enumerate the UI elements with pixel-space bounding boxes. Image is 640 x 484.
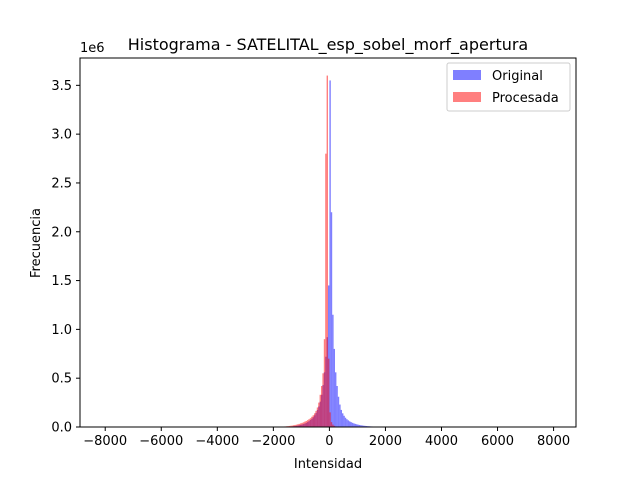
histogram-bar-procesada-39 xyxy=(331,422,332,427)
x-axis-label: Intensidad xyxy=(294,457,362,472)
histogram-bar-original-50 xyxy=(353,423,354,427)
histogram-bar-original-41 xyxy=(341,410,342,427)
histogram-bar-procesada-36 xyxy=(327,76,328,427)
histogram-bar-procesada-28 xyxy=(315,411,316,427)
x-tick-label: −2000 xyxy=(251,434,295,449)
histogram-bar-original-34 xyxy=(331,212,332,427)
histogram-bar-original-43 xyxy=(343,416,344,427)
y-tick-label: 3.5 xyxy=(51,79,72,94)
x-tick-label: 8000 xyxy=(537,434,570,449)
histogram-bar-original-49 xyxy=(352,423,353,427)
histogram-bar-original-33 xyxy=(329,80,330,427)
legend-label-original: Original xyxy=(492,69,543,84)
y-axis-label: Frecuencia xyxy=(29,208,44,278)
histogram-bar-procesada-18 xyxy=(301,423,302,427)
histogram-bar-procesada-22 xyxy=(307,420,308,427)
x-tick-label: −4000 xyxy=(195,434,239,449)
chart-title: Histograma - SATELITAL_esp_sobel_morf_ap… xyxy=(128,35,528,55)
histogram-bar-original-47 xyxy=(349,421,350,427)
x-tick-label: 2000 xyxy=(369,434,402,449)
histogram-bar-procesada-34 xyxy=(324,339,325,427)
histogram-bar-original-37 xyxy=(335,372,336,427)
histogram-bar-original-36 xyxy=(334,349,335,427)
y-tick-label: 0.5 xyxy=(51,372,72,387)
y-tick-label: 2.0 xyxy=(51,225,72,240)
x-tick-label: 0 xyxy=(325,434,333,449)
histogram-bar-procesada-30 xyxy=(318,403,319,427)
histogram-bar-procesada-17 xyxy=(300,423,301,427)
legend-swatch-original xyxy=(453,70,481,80)
histogram-bar-procesada-35 xyxy=(325,154,326,427)
y-tick-label: 1.5 xyxy=(51,274,72,289)
histogram-bar-original-39 xyxy=(338,397,339,427)
histogram-bar-procesada-27 xyxy=(314,413,315,427)
x-tick-label: −8000 xyxy=(83,434,127,449)
histogram-bar-original-45 xyxy=(346,419,347,427)
y-tick-label: 1.0 xyxy=(51,323,72,338)
histogram-bar-procesada-23 xyxy=(308,419,309,427)
histogram-bar-original-42 xyxy=(342,413,343,427)
y-axis-scale-label: 1e6 xyxy=(80,41,105,56)
histogram-bar-procesada-21 xyxy=(306,421,307,427)
x-tick-label: 4000 xyxy=(425,434,458,449)
y-tick-label: 0.0 xyxy=(51,421,72,436)
histogram-bar-procesada-19 xyxy=(303,422,304,427)
x-tick-label: −6000 xyxy=(139,434,183,449)
y-tick-label: 3.0 xyxy=(51,128,72,143)
histogram-bar-procesada-32 xyxy=(321,386,322,427)
histogram-bar-original-46 xyxy=(348,420,349,427)
histogram-bar-original-35 xyxy=(332,315,333,427)
histogram-bar-procesada-24 xyxy=(310,418,311,427)
histogram-bar-procesada-29 xyxy=(317,407,318,427)
histogram-bar-procesada-20 xyxy=(304,422,305,427)
histogram-bar-original-44 xyxy=(345,418,346,427)
histogram-bar-original-48 xyxy=(350,422,351,427)
histogram-bar-procesada-37 xyxy=(328,359,329,427)
histogram-bar-procesada-25 xyxy=(311,417,312,427)
legend: Original Procesada xyxy=(447,63,570,111)
histogram-bar-procesada-33 xyxy=(322,373,323,427)
histogram-bar-procesada-31 xyxy=(320,395,321,427)
histogram-bar-procesada-26 xyxy=(313,415,314,427)
legend-label-procesada: Procesada xyxy=(492,91,559,106)
y-tick-label: 2.5 xyxy=(51,176,72,191)
histogram-bar-procesada-38 xyxy=(329,412,330,427)
histogram-bar-original-40 xyxy=(339,405,340,427)
x-tick-label: 6000 xyxy=(481,434,514,449)
histogram-bar-original-38 xyxy=(336,386,337,427)
legend-swatch-procesada xyxy=(453,92,481,102)
